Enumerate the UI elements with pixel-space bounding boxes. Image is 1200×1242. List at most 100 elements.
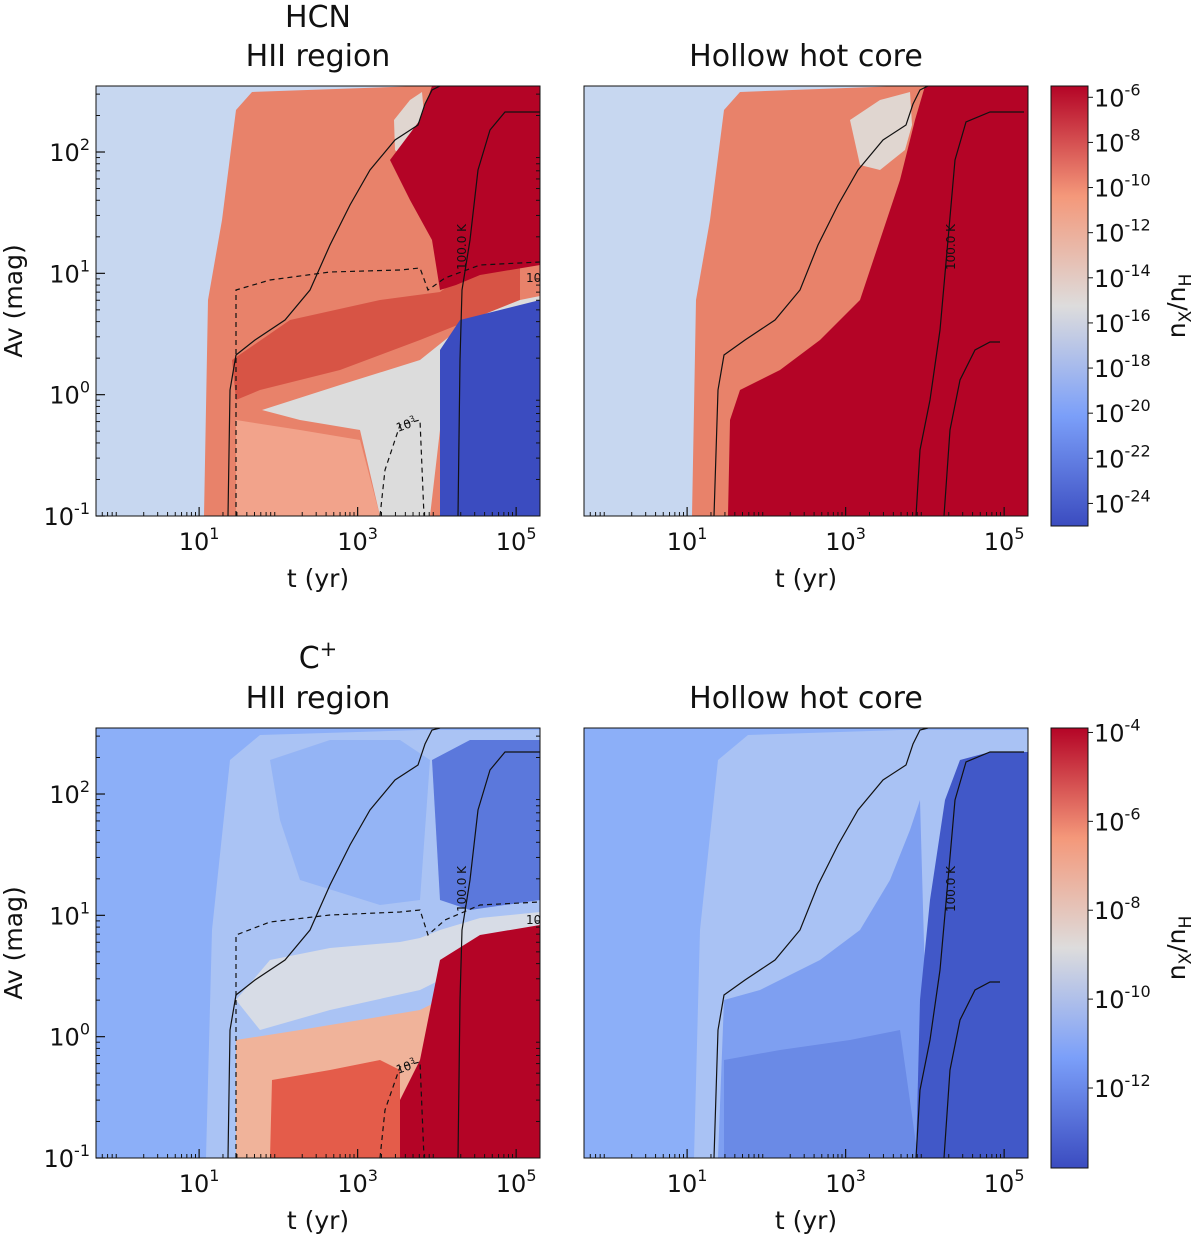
x-tick-label: 103 (337, 524, 378, 556)
heatmap-region-dark-blue (916, 752, 1028, 1158)
x-tick-label: 101 (179, 1166, 220, 1198)
contour-label-10: 10 (526, 271, 541, 285)
colorbar-tick-label: 10-6 (1094, 804, 1141, 836)
contour-solid-inner (457, 751, 540, 1158)
heatmap-region-dark-red-band (232, 258, 520, 400)
panel-cplus-hii: C+ HII region 100.0 K 103 10 Av (mag) t … (0, 637, 541, 1235)
contour-solid-outer (227, 86, 441, 516)
y-tick-label: 101 (49, 898, 90, 930)
contour-dashed (235, 261, 540, 516)
colorbar-tick-label: 10-12 (1094, 216, 1151, 248)
contour-label-100K: 100.0 K (455, 865, 469, 912)
colorbar-tick-label: 10-22 (1094, 441, 1151, 473)
heatmap-region-salmon-lower (236, 420, 380, 516)
colorbar-gradient (1050, 85, 1089, 527)
colorbar-bottom: 10-4 10-6 10-8 10-10 10-12 nX/nH (1050, 715, 1196, 1169)
y-tick-label: 101 (49, 256, 90, 288)
heatmap-region-blue (440, 300, 540, 516)
colorbar-tick-label: 10-18 (1094, 351, 1151, 383)
tick-labels: 101 103 105 (583, 507, 1029, 556)
panel-hcn-hii: HCN HII region 100.0 K 103 10 Av (mag) t… (0, 0, 541, 593)
colorbar-tick-label: 10-14 (1094, 261, 1151, 293)
tick-labels: 101 103 105 10-1 100 101 102 (44, 735, 541, 1198)
contour-solid-outer (713, 728, 929, 1158)
tick-labels: 101 103 105 (583, 1149, 1029, 1198)
x-tick-label: 103 (825, 524, 866, 556)
panel-hcn-hhc: Hollow hot core 100.0 K t (yr) 101 103 105 (583, 39, 1029, 593)
heatmap-region-red-right (400, 925, 540, 1158)
colorbar-tick-label: 10-4 (1094, 715, 1141, 747)
colorbar-tick-label: 10-12 (1094, 1071, 1151, 1103)
colorbar-top: 10-6 10-8 10-10 10-12 10-14 10-16 10-18 10-20 10… (1050, 80, 1196, 527)
contour-solid-outer (227, 728, 441, 1158)
colorbar-label: nX/nH (1162, 274, 1196, 339)
colorbar-tick-label: 10-24 (1094, 486, 1151, 518)
contour-label-100K: 100.0 K (944, 865, 958, 912)
panel-cplus-hhc: Hollow hot core 100.0 K t (yr) 101 103 105 (583, 681, 1029, 1235)
contour-solid-inner (943, 981, 1000, 1158)
y-tick-label: 102 (49, 777, 90, 809)
contour-dashed (235, 901, 540, 1158)
x-tick-label: 105 (984, 524, 1025, 556)
heatmap-region-blue (724, 1030, 918, 1158)
xlabel: t (yr) (287, 1206, 349, 1235)
y-tick-label: 102 (49, 135, 90, 167)
tick-labels: 101 103 105 10-1 100 101 102 (44, 93, 541, 556)
colorbar-tick-label: 10-16 (1094, 306, 1151, 338)
colorbar-tick-label: 10-10 (1094, 171, 1151, 203)
axes-frame (95, 727, 541, 1159)
colorbar-label: nX/nH (1162, 916, 1196, 981)
x-tick-label: 101 (667, 1166, 708, 1198)
heatmap-region-lightgrey (850, 92, 912, 170)
xlabel: t (yr) (287, 564, 349, 593)
heatmap-region-red (728, 86, 1028, 516)
heatmap-region-grey-lower (262, 296, 540, 516)
contour-solid-outer (713, 86, 929, 516)
contour-solid-inner (943, 341, 1000, 516)
colorbar-gradient (1050, 727, 1089, 1169)
colorbar-tick-label: 10-8 (1094, 893, 1141, 925)
heatmap-region-mid-blue (270, 740, 430, 905)
contour-solid-inner (457, 111, 540, 516)
axes-frame (95, 85, 541, 517)
colorbar-tick-label: 10-8 (1094, 125, 1141, 157)
colorbar-tick-label: 10-10 (1094, 982, 1151, 1014)
panel-title-line1: C+ (299, 637, 338, 676)
y-tick-label: 100 (49, 378, 90, 410)
panel-title: Hollow hot core (689, 39, 923, 74)
x-tick-label: 103 (825, 1166, 866, 1198)
heatmap-field: 100.0 K 103 10 (96, 728, 541, 1158)
contour-label-100K: 100.0 K (944, 223, 958, 270)
heatmap-region-red-upper (390, 86, 540, 290)
colorbar-tick-label: 10-20 (1094, 396, 1151, 428)
panel-title: Hollow hot core (689, 681, 923, 716)
heatmap-field: 100.0 K (584, 86, 1028, 516)
x-tick-label: 101 (179, 524, 220, 556)
xlabel: t (yr) (775, 1206, 837, 1235)
ylabel: Av (mag) (0, 886, 28, 999)
contour-label-1e3: 103 (394, 1056, 418, 1077)
contour-label-10: 10 (526, 913, 541, 927)
colorbar-tick-label: 10-6 (1094, 80, 1141, 112)
colorbar-tick-labels: 10-4 10-6 10-8 10-10 10-12 (1088, 715, 1151, 1103)
contour-dashed-lower (379, 1061, 425, 1158)
contour-solid-mid (915, 751, 1024, 1158)
x-tick-label: 105 (496, 524, 537, 556)
x-tick-label: 105 (496, 1166, 537, 1198)
x-tick-label: 101 (667, 524, 708, 556)
ylabel: Av (mag) (0, 244, 28, 357)
panel-title-line2: HII region (246, 39, 391, 74)
y-tick-label: 10-1 (44, 1141, 91, 1173)
axes-frame (583, 727, 1029, 1159)
heatmap-region-red-left (270, 1060, 400, 1158)
heatmap-field: 100.0 K 103 10 (96, 86, 541, 516)
x-tick-label: 103 (337, 1166, 378, 1198)
panel-title-line1: HCN (285, 0, 351, 35)
xlabel: t (yr) (775, 564, 837, 593)
y-tick-label: 100 (49, 1020, 90, 1052)
x-tick-label: 105 (984, 1166, 1025, 1198)
heatmap-field: 100.0 K (584, 728, 1028, 1158)
heatmap-region-darker-upper-right (432, 740, 540, 910)
contour-solid-mid (915, 111, 1024, 516)
